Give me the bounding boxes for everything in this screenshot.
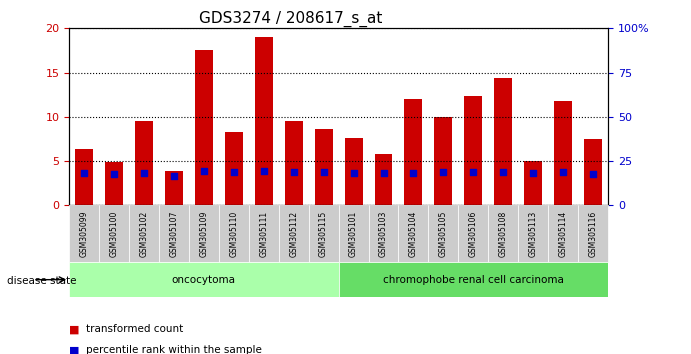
FancyBboxPatch shape [399, 205, 428, 262]
Text: GSM305101: GSM305101 [349, 211, 358, 257]
Text: GSM305112: GSM305112 [289, 211, 299, 257]
Bar [584, 139, 602, 205]
Text: disease state: disease state [7, 276, 77, 286]
FancyBboxPatch shape [219, 205, 249, 262]
FancyBboxPatch shape [309, 205, 339, 262]
FancyBboxPatch shape [489, 205, 518, 262]
FancyBboxPatch shape [99, 205, 129, 262]
Point [258, 169, 269, 174]
FancyBboxPatch shape [428, 205, 458, 262]
Point [198, 169, 209, 174]
Bar [105, 162, 123, 205]
FancyBboxPatch shape [578, 205, 608, 262]
Text: GSM305113: GSM305113 [529, 211, 538, 257]
Text: ■: ■ [69, 324, 79, 334]
Text: GSM305114: GSM305114 [558, 211, 568, 257]
Bar [135, 121, 153, 205]
Text: GSM305111: GSM305111 [259, 211, 268, 257]
Point [438, 170, 449, 175]
Point [169, 173, 180, 178]
Point [528, 171, 539, 176]
Bar [195, 51, 213, 205]
Text: GSM305109: GSM305109 [199, 211, 209, 257]
Bar [435, 117, 453, 205]
Text: percentile rank within the sample: percentile rank within the sample [86, 346, 263, 354]
FancyBboxPatch shape [518, 205, 548, 262]
FancyBboxPatch shape [339, 262, 608, 297]
Text: GSM305104: GSM305104 [409, 211, 418, 257]
Text: GSM305116: GSM305116 [589, 211, 598, 257]
Point [378, 171, 389, 176]
Point [498, 170, 509, 175]
Bar [75, 149, 93, 205]
Bar [554, 101, 572, 205]
Point [108, 172, 120, 177]
Text: GSM305102: GSM305102 [140, 211, 149, 257]
Text: GSM305107: GSM305107 [169, 211, 178, 257]
Text: GDS3274 / 208617_s_at: GDS3274 / 208617_s_at [198, 11, 382, 27]
Point [138, 170, 149, 176]
Text: GSM305105: GSM305105 [439, 211, 448, 257]
Bar [524, 161, 542, 205]
FancyBboxPatch shape [278, 205, 309, 262]
FancyBboxPatch shape [159, 205, 189, 262]
Point [558, 170, 569, 175]
Bar [404, 99, 422, 205]
Bar [375, 154, 392, 205]
FancyBboxPatch shape [249, 205, 278, 262]
Point [318, 170, 329, 175]
Text: GSM305106: GSM305106 [468, 211, 478, 257]
Text: GSM305100: GSM305100 [109, 211, 119, 257]
Point [348, 171, 359, 176]
Point [408, 170, 419, 176]
Text: GSM305108: GSM305108 [499, 211, 508, 257]
Bar [225, 132, 243, 205]
Text: GSM305110: GSM305110 [229, 211, 238, 257]
Bar [314, 129, 332, 205]
FancyBboxPatch shape [368, 205, 399, 262]
Point [587, 171, 598, 177]
Point [468, 169, 479, 175]
Bar [464, 97, 482, 205]
Point [79, 170, 90, 176]
Text: chromophobe renal cell carcinoma: chromophobe renal cell carcinoma [383, 275, 564, 285]
Point [288, 170, 299, 175]
Text: GSM305115: GSM305115 [319, 211, 328, 257]
Bar [285, 121, 303, 205]
Bar [165, 171, 183, 205]
Bar [345, 138, 363, 205]
Bar [494, 78, 512, 205]
Bar [255, 37, 273, 205]
FancyBboxPatch shape [69, 262, 339, 297]
Text: GSM305103: GSM305103 [379, 211, 388, 257]
FancyBboxPatch shape [458, 205, 489, 262]
Text: GSM305099: GSM305099 [79, 211, 88, 257]
FancyBboxPatch shape [339, 205, 368, 262]
FancyBboxPatch shape [129, 205, 159, 262]
FancyBboxPatch shape [189, 205, 219, 262]
FancyBboxPatch shape [548, 205, 578, 262]
FancyBboxPatch shape [69, 205, 99, 262]
Text: transformed count: transformed count [86, 324, 184, 334]
Text: ■: ■ [69, 346, 79, 354]
Text: oncocytoma: oncocytoma [172, 275, 236, 285]
Point [228, 170, 239, 175]
